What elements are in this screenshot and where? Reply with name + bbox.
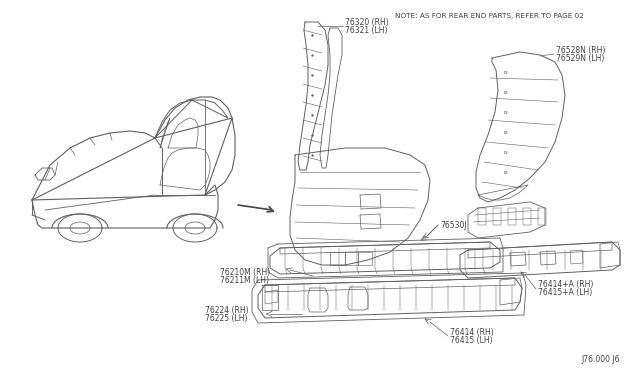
Text: J76.000 J6: J76.000 J6 [582, 356, 620, 365]
Text: 76225 (LH): 76225 (LH) [205, 314, 248, 323]
Text: 76211M (LH): 76211M (LH) [220, 276, 269, 285]
Text: NOTE: AS FOR REAR END PARTS, REFER TO PAGE 02: NOTE: AS FOR REAR END PARTS, REFER TO PA… [395, 13, 584, 19]
Text: 76320 (RH): 76320 (RH) [345, 17, 388, 26]
Text: 76530J: 76530J [440, 221, 467, 230]
Text: 76415 (LH): 76415 (LH) [450, 336, 493, 344]
Text: 76414+A (RH): 76414+A (RH) [538, 280, 593, 289]
Text: 76224 (RH): 76224 (RH) [205, 305, 248, 314]
Text: 76528N (RH): 76528N (RH) [556, 45, 605, 55]
Text: 76321 (LH): 76321 (LH) [345, 26, 387, 35]
Text: 76529N (LH): 76529N (LH) [556, 54, 604, 62]
Text: 76210M (RH): 76210M (RH) [220, 267, 270, 276]
Text: 76414 (RH): 76414 (RH) [450, 327, 493, 337]
Text: 76415+A (LH): 76415+A (LH) [538, 289, 592, 298]
